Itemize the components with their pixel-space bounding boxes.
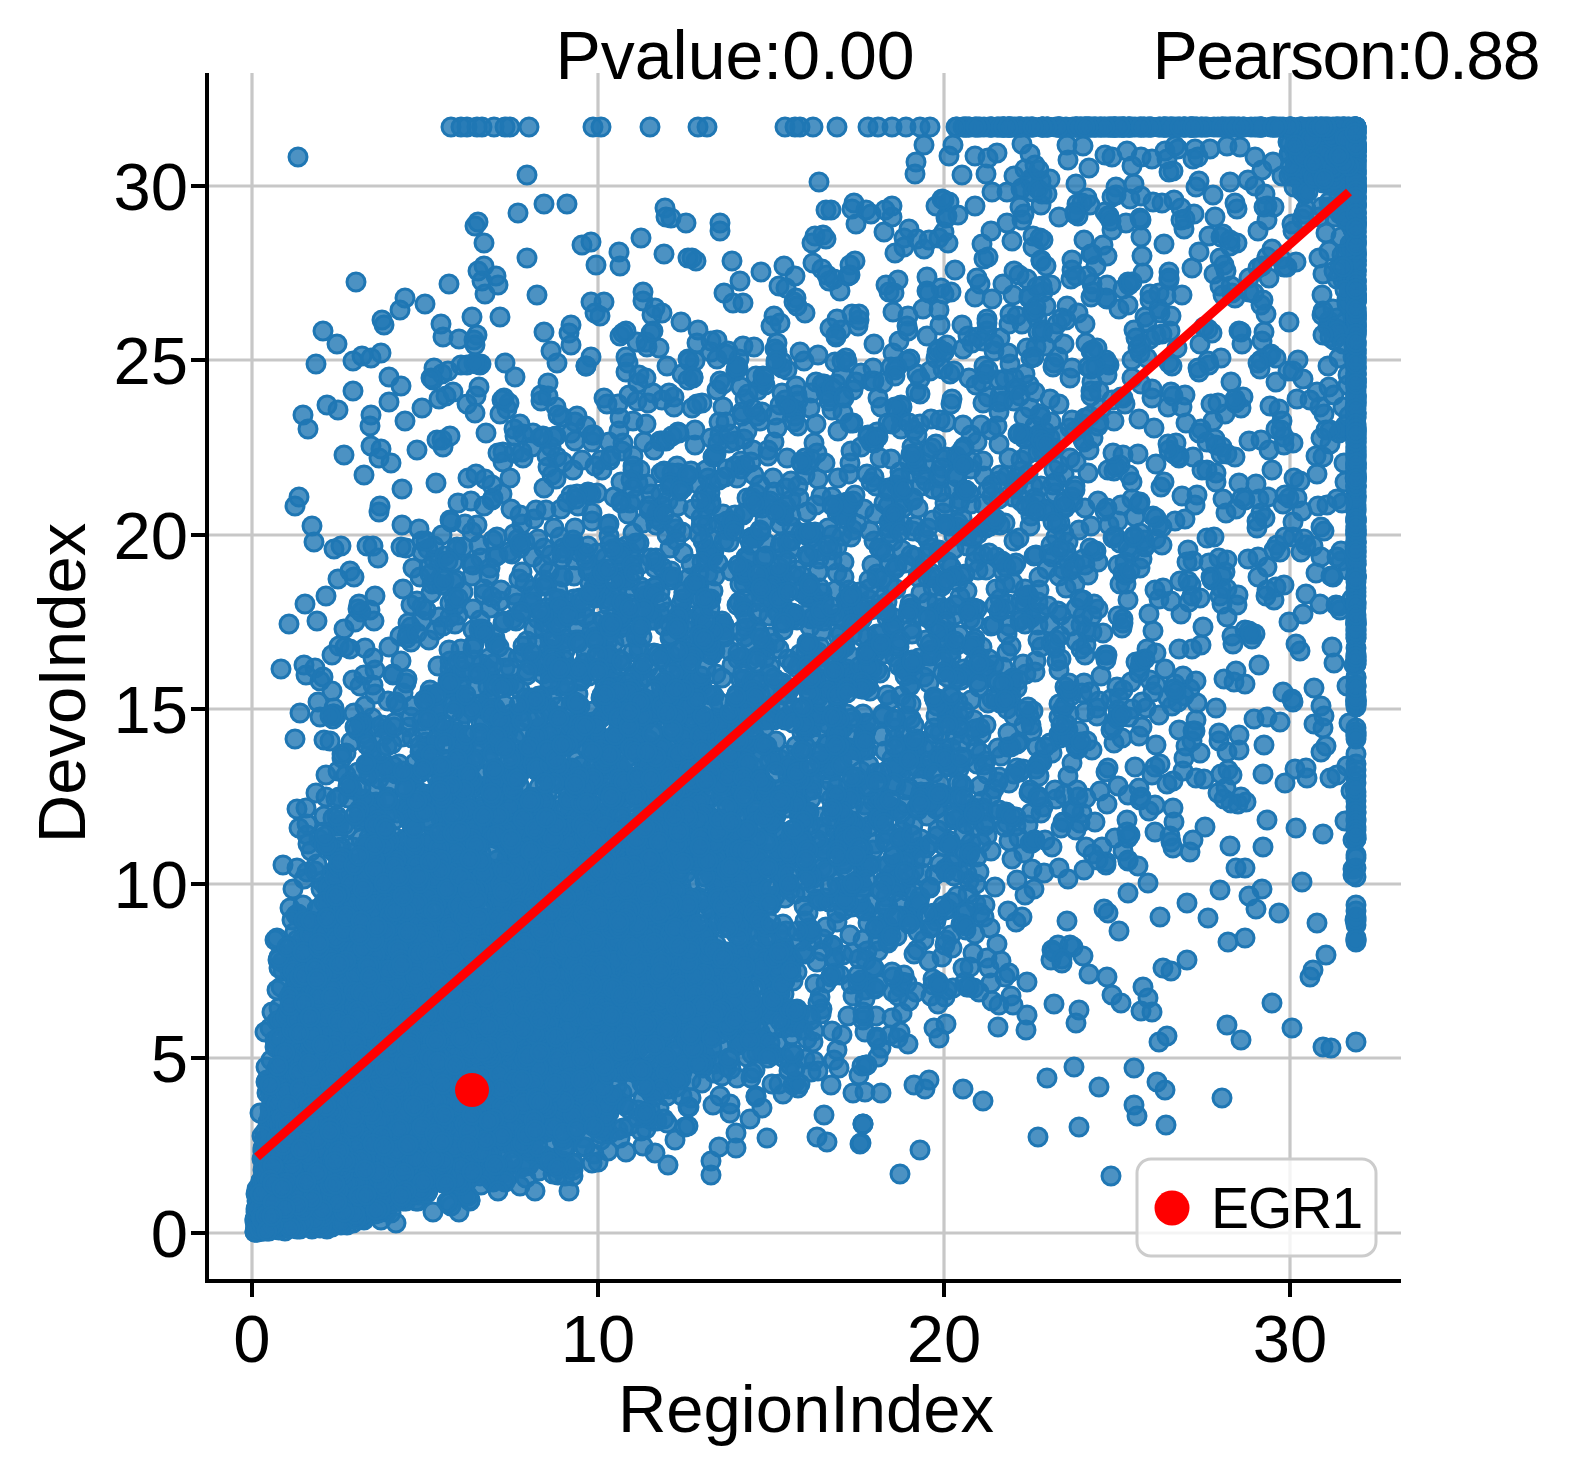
svg-text:15: 15 [113, 672, 188, 747]
svg-text:10: 10 [561, 1301, 636, 1376]
svg-text:20: 20 [907, 1301, 982, 1376]
svg-text:20: 20 [113, 498, 188, 573]
svg-text:RegionIndex: RegionIndex [618, 1371, 994, 1446]
svg-text:EGR1: EGR1 [1211, 1176, 1362, 1240]
svg-text:10: 10 [113, 847, 188, 922]
svg-text:Pearson:0.88: Pearson:0.88 [1152, 17, 1539, 93]
svg-text:25: 25 [113, 323, 188, 398]
svg-text:Pvalue:0.00: Pvalue:0.00 [555, 17, 914, 93]
svg-text:5: 5 [151, 1021, 188, 1096]
svg-text:30: 30 [113, 149, 188, 224]
svg-text:0: 0 [233, 1301, 270, 1376]
svg-text:0: 0 [151, 1196, 188, 1271]
svg-text:DevoIndex: DevoIndex [24, 523, 99, 843]
svg-text:30: 30 [1253, 1301, 1328, 1376]
